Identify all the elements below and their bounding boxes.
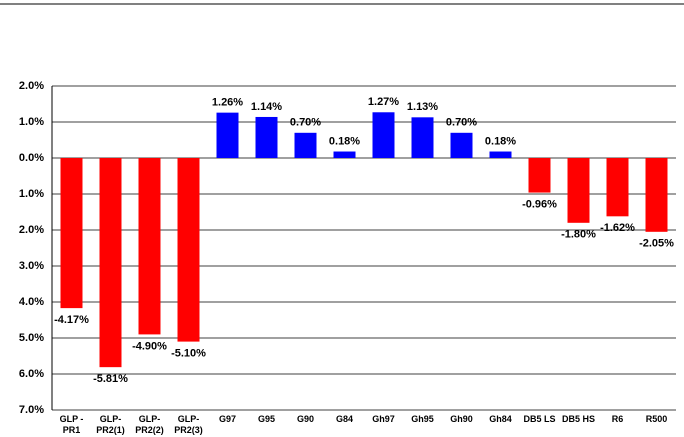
bar <box>99 158 122 368</box>
value-label: -4.17% <box>54 314 89 326</box>
bar <box>372 112 395 158</box>
y-tick-label: 5.0% <box>19 332 44 344</box>
x-tick-label: G95 <box>257 414 275 424</box>
y-tick-label: 3.0% <box>19 260 44 272</box>
x-tick-label: GLP - PR1 <box>59 414 84 435</box>
y-tick-label: 6.0% <box>19 368 44 380</box>
value-label: 1.14% <box>251 101 282 113</box>
value-label: 1.27% <box>368 96 399 108</box>
y-tick-label: 7.0% <box>19 404 44 416</box>
bar <box>528 158 551 193</box>
x-tick-label: Gh97 <box>372 414 395 424</box>
x-tick-label: Gh84 <box>489 414 512 424</box>
y-tick-label: 2.0% <box>19 224 44 236</box>
bar <box>294 132 317 158</box>
value-label: -4.90% <box>132 340 167 352</box>
bar <box>645 158 668 232</box>
bar <box>567 158 590 223</box>
bar <box>60 158 83 309</box>
value-label: 0.18% <box>329 135 360 147</box>
bar <box>489 151 512 158</box>
value-label: -5.81% <box>93 373 128 385</box>
y-tick-label: 2.0% <box>19 80 44 92</box>
x-tick-label: G90 <box>296 414 314 424</box>
bar <box>138 158 161 335</box>
y-tick-label: 1.0% <box>19 116 44 128</box>
y-tick-label: 1.0% <box>19 188 44 200</box>
value-label: -1.80% <box>561 229 596 241</box>
y-tick-label: 4.0% <box>19 296 44 308</box>
value-label: 1.13% <box>407 101 438 113</box>
bar <box>606 158 629 217</box>
x-tick-label: R6 <box>611 414 624 424</box>
bar <box>450 132 473 158</box>
x-tick-label: G97 <box>218 414 236 424</box>
x-tick-label: DB5 LS <box>523 414 556 424</box>
value-label: -0.96% <box>522 198 557 210</box>
x-tick-label: Gh95 <box>411 414 434 424</box>
x-tick-label: GLP- PR2(3) <box>174 414 203 435</box>
x-tick-label: DB5 HS <box>561 414 595 424</box>
value-label: 0.70% <box>446 117 477 129</box>
x-tick-label: R500 <box>645 414 668 424</box>
bar <box>216 112 239 158</box>
x-tick-label: GLP- PR2(2) <box>135 414 164 435</box>
value-label: -2.05% <box>639 238 674 250</box>
value-label: 0.70% <box>290 117 321 129</box>
bar <box>411 117 434 158</box>
value-label: -1.62% <box>600 222 635 234</box>
x-tick-label: G84 <box>335 414 353 424</box>
bar <box>177 158 200 342</box>
value-label: -5.10% <box>171 348 206 360</box>
value-label: 0.18% <box>485 135 516 147</box>
y-tick-label: 0.0% <box>19 152 44 164</box>
x-tick-label: GLP- PR2(1) <box>96 414 125 435</box>
value-label: 1.26% <box>212 97 243 109</box>
bar <box>255 116 278 158</box>
bar <box>333 151 356 158</box>
x-tick-label: Gh90 <box>450 414 473 424</box>
